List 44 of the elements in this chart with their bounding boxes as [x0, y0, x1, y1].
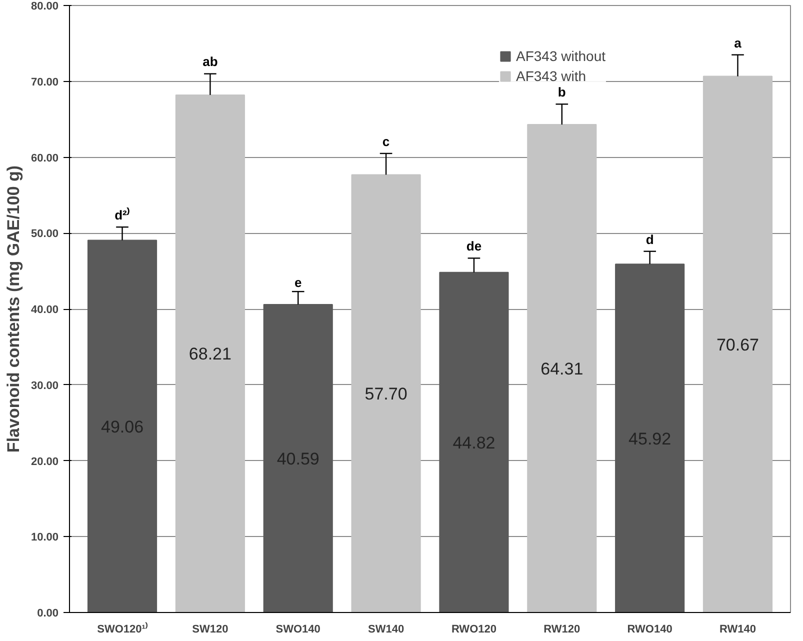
data-label: 57.70 — [364, 384, 408, 404]
y-tick-label: 20.00 — [30, 456, 59, 468]
x-tick-label: RWO120 — [451, 624, 496, 636]
y-tick-label: 0.00 — [37, 608, 59, 620]
bar — [615, 264, 685, 612]
y-tick-label: 60.00 — [30, 152, 59, 164]
y-tick-label: 30.00 — [30, 380, 59, 392]
legend-label: AF343 with — [516, 68, 586, 84]
legend-label: AF343 without — [516, 48, 606, 64]
annotation: a — [734, 35, 742, 50]
annotation: ab — [202, 54, 218, 70]
x-tick-label: SWO120¹⁾ — [97, 622, 148, 636]
annotation: d²⁾ — [114, 206, 130, 223]
bar — [439, 272, 509, 612]
annotation: e — [294, 274, 302, 290]
data-label: 44.82 — [452, 433, 496, 452]
x-tick-label: RW140 — [720, 624, 756, 636]
annotation: d — [646, 232, 654, 247]
data-label: 49.06 — [100, 417, 144, 436]
x-tick-label: SW140 — [368, 624, 404, 636]
y-tick-label: 10.00 — [30, 532, 59, 544]
x-tick-label: RW120 — [544, 624, 580, 636]
y-tick-label: 50.00 — [30, 228, 59, 240]
y-tick-label: 40.00 — [30, 304, 59, 316]
data-label: 70.67 — [716, 335, 760, 354]
x-tick-label: SW120 — [192, 624, 228, 636]
bar — [175, 94, 245, 612]
annotation: de — [466, 238, 482, 254]
x-tick-label: SWO140 — [276, 624, 320, 636]
y-axis-title: Flavonoid contents (mg GAE/100 g) — [4, 165, 23, 453]
annotation: c — [382, 134, 390, 149]
y-tick-label: 80.00 — [30, 0, 59, 12]
bar — [263, 304, 333, 612]
bar — [702, 76, 773, 612]
data-label: 45.92 — [628, 429, 672, 448]
x-tick-label: RWO140 — [627, 624, 672, 636]
data-label: 40.59 — [276, 450, 320, 469]
data-label: 64.31 — [540, 360, 584, 379]
bar — [351, 174, 421, 612]
annotation: b — [558, 84, 566, 100]
y-tick-label: 70.00 — [30, 76, 59, 88]
data-label: 68.21 — [188, 344, 232, 364]
bar — [527, 124, 597, 612]
bar — [87, 240, 158, 612]
